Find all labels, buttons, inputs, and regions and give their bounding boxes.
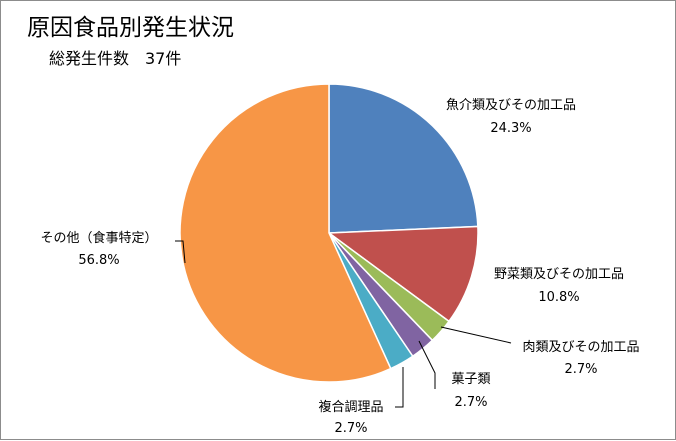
slice-label-name: 菓子類	[451, 372, 490, 387]
slice-label-value: 2.7%	[334, 421, 367, 436]
leader-lines	[175, 240, 512, 408]
slice-label-name: 複合調理品	[318, 399, 383, 415]
leader-line-sweets	[418, 340, 436, 389]
slice-label-name: 野菜類及びその加工品	[494, 267, 624, 282]
slice-label-value: 10.8%	[538, 290, 579, 305]
slice-other	[179, 83, 392, 383]
data-label-fish: 魚介類及びその加工品 24.3%	[446, 98, 576, 136]
slice-label-value: 2.7%	[564, 362, 597, 377]
slice-label-value: 24.3%	[490, 121, 531, 136]
slice-fish	[328, 83, 479, 234]
leader-line-composite	[395, 367, 404, 408]
data-label-other: その他（食事特定） 56.8%	[40, 230, 157, 268]
data-label-meat: 肉類及びその加工品 2.7%	[522, 340, 639, 377]
slice-label-name: その他（食事特定）	[40, 230, 157, 246]
slice-label-name: 肉類及びその加工品	[522, 340, 639, 355]
slice-label-value: 56.8%	[78, 253, 119, 268]
leader-line-meat	[440, 326, 512, 344]
data-label-sweets: 菓子類 2.7%	[451, 372, 490, 410]
slice-label-value: 2.7%	[454, 395, 487, 410]
data-label-vegetable: 野菜類及びその加工品 10.8%	[494, 267, 624, 305]
pie-slices	[179, 83, 479, 383]
chart-title: 原因食品別発生状況	[27, 15, 234, 41]
slice-vegetable	[326, 225, 479, 323]
data-label-composite: 複合調理品 2.7%	[318, 399, 383, 436]
leader-line-other	[175, 240, 186, 264]
chart-subtitle: 総発生件数 37件	[49, 49, 181, 68]
slice-label-name: 魚介類及びその加工品	[446, 98, 576, 113]
